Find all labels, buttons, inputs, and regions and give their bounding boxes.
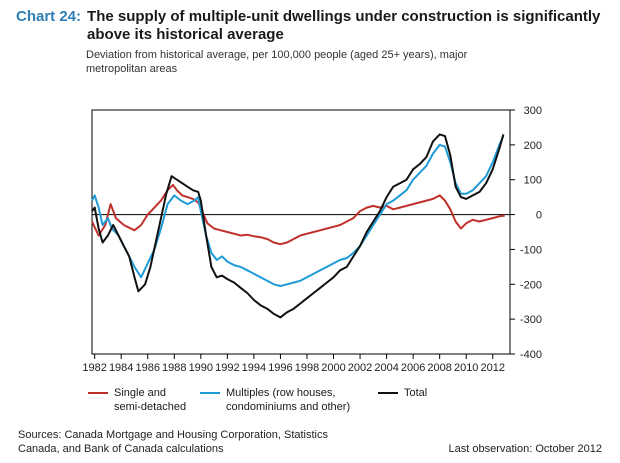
legend-label-single: Single and semi-detached [114,387,187,413]
x-tick-label: 2010 [454,362,478,374]
legend-label-multiples: Multiples (row houses, condominiums and … [226,387,351,413]
chart-header: Chart 24: The supply of multiple-unit dw… [16,8,606,76]
legend-item-total: Total [378,386,427,400]
x-tick-label: 1998 [295,362,319,374]
x-tick-label: 2008 [427,362,451,374]
chart-subtitle: Deviation from historical average, per 1… [86,49,468,75]
x-tick-label: 1990 [189,362,213,374]
x-tick-label: 2012 [481,362,505,374]
y-tick-label: -100 [520,244,542,256]
x-tick-label: 2004 [374,362,398,374]
legend-swatch-multiples [200,392,220,394]
x-tick-label: 1984 [109,362,133,374]
x-tick-label: 1994 [242,362,266,374]
last-observation: Last observation: October 2012 [448,443,602,455]
y-tick-label: 0 [536,210,542,222]
chart-series [91,133,505,319]
x-tick-label: 1996 [268,362,292,374]
x-tick-label: 2002 [348,362,372,374]
legend-label-total: Total [404,387,428,399]
series-line-2 [91,133,505,319]
chart-title: The supply of multiple-unit dwellings un… [87,8,601,43]
y-tick-label: 200 [524,140,542,152]
x-tick-label: 1982 [82,362,106,374]
x-tick-label: 2000 [321,362,345,374]
y-tick-label: -300 [520,314,542,326]
y-tick-label: 300 [524,105,542,117]
legend-item-single: Single and semi-detached [88,386,186,414]
x-tick-label: 2006 [401,362,425,374]
y-tick-label: -400 [520,349,542,361]
y-tick-label: 100 [524,175,542,187]
y-tick-label: -200 [520,279,542,291]
legend-swatch-total [378,392,398,394]
x-tick-label: 1992 [215,362,239,374]
plot-frame [91,109,511,355]
chart-number: Chart 24: [16,8,82,25]
title-row: Chart 24: The supply of multiple-unit dw… [16,8,606,44]
x-tick-label: 1988 [162,362,186,374]
x-tick-label: 1986 [135,362,159,374]
sources-note: Sources: Canada Mortgage and Housing Cor… [18,429,329,455]
legend-item-multiples: Multiples (row houses, condominiums and … [200,386,350,414]
legend-swatch-single [88,392,108,394]
series-line-1 [91,135,505,287]
